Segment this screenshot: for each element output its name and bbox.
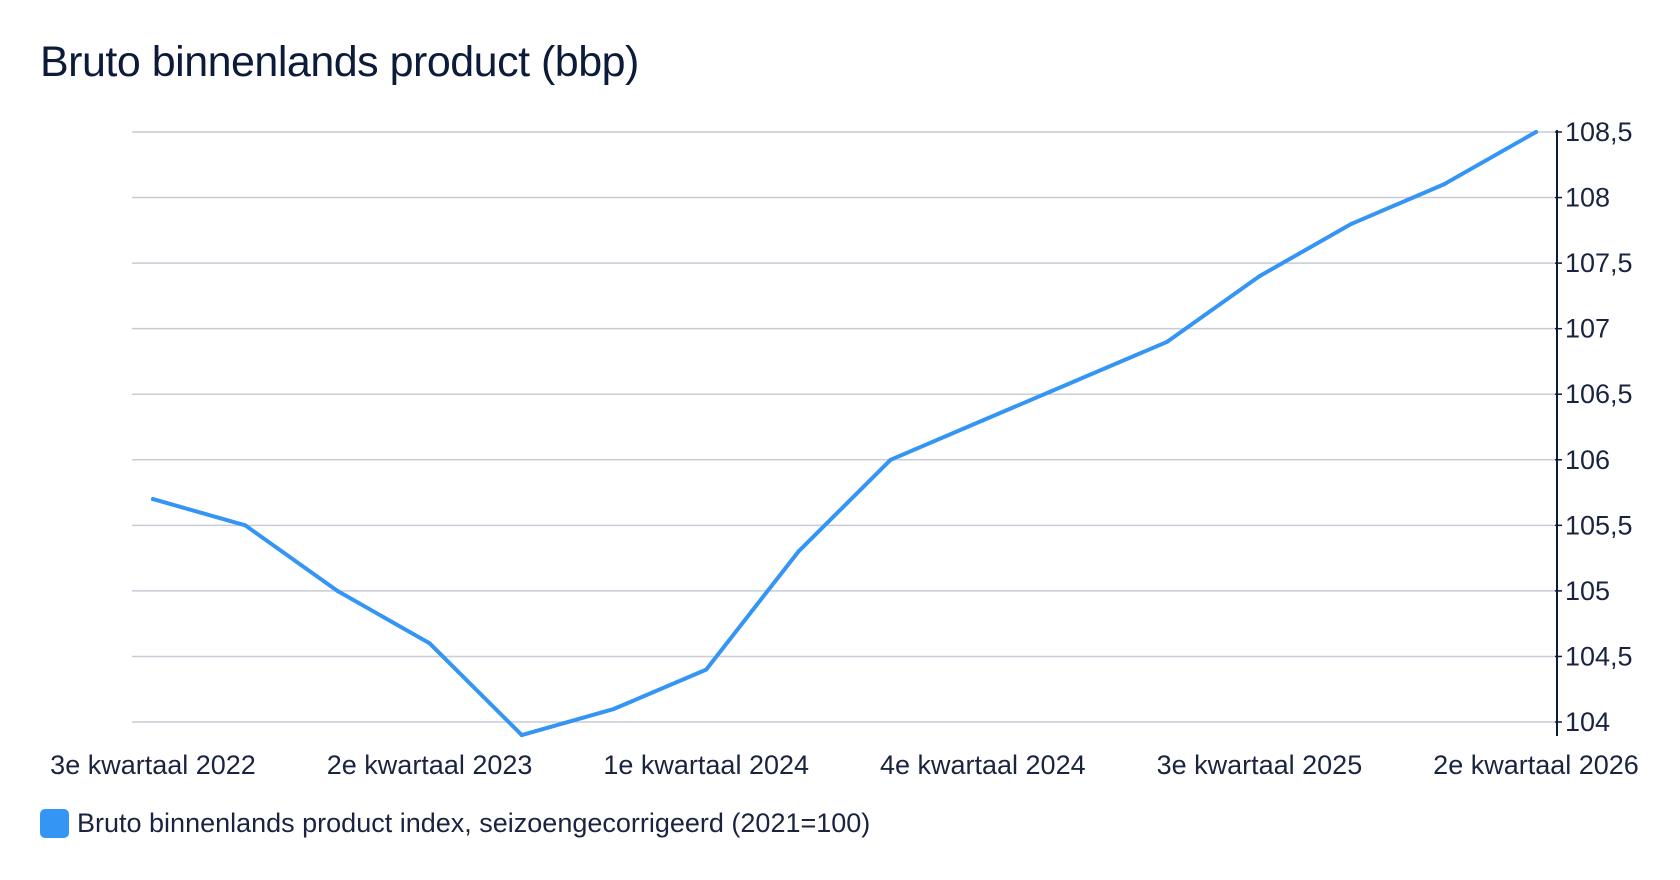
data-point bbox=[704, 667, 709, 672]
series-layer bbox=[151, 130, 1538, 738]
legend-label: Bruto binnenlands product index, seizoen… bbox=[77, 808, 871, 838]
y-tick-label: 105,5 bbox=[1565, 510, 1633, 540]
series-line bbox=[151, 130, 1538, 738]
data-point bbox=[1441, 182, 1446, 187]
chart-title: Bruto binnenlands product (bbp) bbox=[40, 38, 639, 86]
y-tick-label: 106,5 bbox=[1565, 379, 1633, 409]
data-point bbox=[1257, 274, 1262, 279]
data-point bbox=[335, 588, 340, 593]
y-tick-label: 105 bbox=[1565, 576, 1610, 606]
x-tick-label: 2e kwartaal 2026 bbox=[1433, 750, 1639, 780]
x-axis: 3e kwartaal 2022 2e kwartaal 2023 1e kwart… bbox=[50, 750, 1639, 780]
y-tick-label: 108,5 bbox=[1565, 117, 1633, 147]
data-point bbox=[519, 733, 524, 738]
y-tick-label: 104,5 bbox=[1565, 641, 1633, 671]
data-point bbox=[243, 523, 248, 528]
x-tick-label: 3e kwartaal 2022 bbox=[50, 750, 256, 780]
data-point bbox=[980, 418, 985, 423]
data-point bbox=[1349, 221, 1354, 226]
data-point bbox=[796, 549, 801, 554]
x-tick-label: 2e kwartaal 2023 bbox=[327, 750, 533, 780]
grid-lines bbox=[132, 131, 1555, 723]
data-point bbox=[151, 497, 155, 502]
x-tick-label: 1e kwartaal 2024 bbox=[603, 750, 809, 780]
x-tick-label: 3e kwartaal 2025 bbox=[1157, 750, 1363, 780]
y-tick-label: 107,5 bbox=[1565, 248, 1633, 278]
data-point bbox=[427, 641, 432, 646]
data-point bbox=[888, 457, 893, 462]
data-point bbox=[1165, 339, 1170, 344]
y-tick-label: 104 bbox=[1565, 707, 1610, 737]
y-tick-label: 106 bbox=[1565, 445, 1610, 475]
y-axis: 104 104,5 105 105,5 106 106,5 107 107,5 108 108,5 bbox=[1555, 117, 1633, 737]
y-tick-label: 107 bbox=[1565, 314, 1610, 344]
y-tick-label: 108 bbox=[1565, 183, 1610, 213]
data-point bbox=[612, 706, 616, 711]
data-point bbox=[1534, 130, 1538, 134]
x-tick-label: 4e kwartaal 2024 bbox=[880, 750, 1086, 780]
data-point bbox=[1073, 379, 1077, 384]
legend: Bruto binnenlands product index, seizoen… bbox=[40, 808, 870, 839]
legend-swatch bbox=[40, 809, 69, 838]
